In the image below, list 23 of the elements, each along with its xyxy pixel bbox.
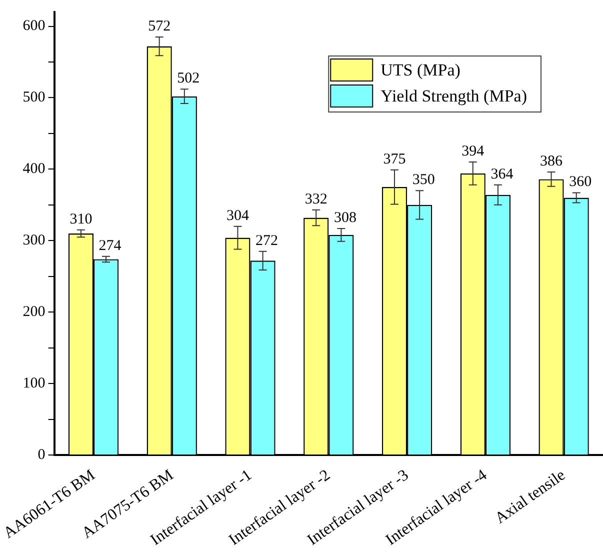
data-label: 360 — [569, 174, 592, 190]
data-label: 332 — [304, 191, 328, 208]
y-tick-label: 500 — [22, 90, 46, 106]
data-label: 394 — [462, 143, 485, 160]
y-tick-label: 600 — [22, 18, 46, 34]
data-label: 308 — [334, 210, 356, 226]
data-label: 502 — [177, 70, 200, 87]
data-label: 350 — [412, 172, 435, 188]
y-tick-label: 300 — [22, 232, 46, 249]
legend-label: UTS (MPa) — [380, 60, 460, 80]
data-label: 364 — [490, 166, 514, 182]
y-tick-label: 0 — [38, 446, 46, 463]
data-label: 386 — [540, 153, 564, 170]
legend-label: Yield Strength (MPa) — [380, 86, 528, 106]
y-tick-label: 400 — [22, 161, 46, 178]
data-label: 310 — [70, 211, 92, 228]
data-label: 274 — [98, 238, 122, 254]
data-label: 572 — [148, 18, 171, 34]
y-tick-label: 200 — [22, 304, 46, 320]
data-label: 272 — [256, 232, 278, 249]
y-tick-label: 100 — [22, 375, 46, 392]
data-label: 304 — [226, 208, 250, 224]
data-label: 375 — [383, 151, 406, 168]
